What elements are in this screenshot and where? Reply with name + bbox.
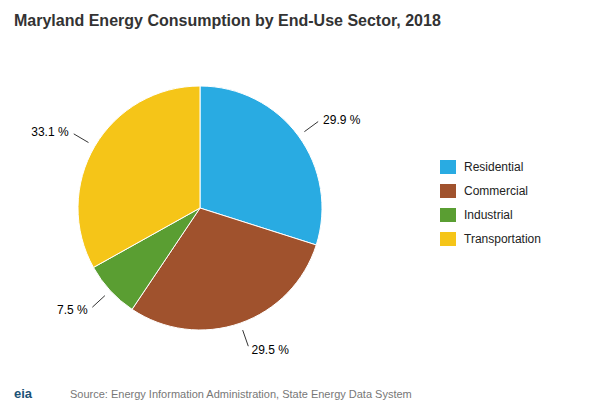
data-label: 29.9 % [323, 113, 361, 127]
legend: Residential Commercial Industrial Transport… [440, 160, 541, 246]
source-note: Source: Energy Information Administratio… [70, 388, 412, 400]
legend-swatch [440, 232, 456, 246]
legend-label: Industrial [464, 208, 513, 222]
pie-group [78, 86, 322, 330]
legend-item: Commercial [440, 184, 528, 198]
data-label: 33.1 % [31, 125, 69, 139]
legend-label: Commercial [464, 184, 528, 198]
legend-swatch [440, 184, 456, 198]
data-label: 29.5 % [251, 343, 289, 357]
chart-svg: Maryland Energy Consumption by End-Use S… [0, 0, 612, 408]
legend-swatch [440, 208, 456, 222]
pie-slice [78, 86, 200, 267]
logo-text: eia [14, 386, 33, 401]
data-labels: 29.9 % 29.5 % 7.5 % 33.1 % [31, 113, 361, 357]
legend-label: Transportation [464, 232, 541, 246]
data-label: 7.5 % [57, 303, 88, 317]
legend-item: Residential [440, 160, 523, 174]
legend-item: Industrial [440, 208, 513, 222]
leader-line [304, 122, 318, 132]
legend-label: Residential [464, 160, 523, 174]
legend-swatch [440, 160, 456, 174]
leader-line [92, 296, 105, 308]
chart-title: Maryland Energy Consumption by End-Use S… [14, 12, 441, 29]
leader-line [243, 330, 249, 346]
leader-line [74, 134, 89, 143]
legend-item: Transportation [440, 232, 541, 246]
